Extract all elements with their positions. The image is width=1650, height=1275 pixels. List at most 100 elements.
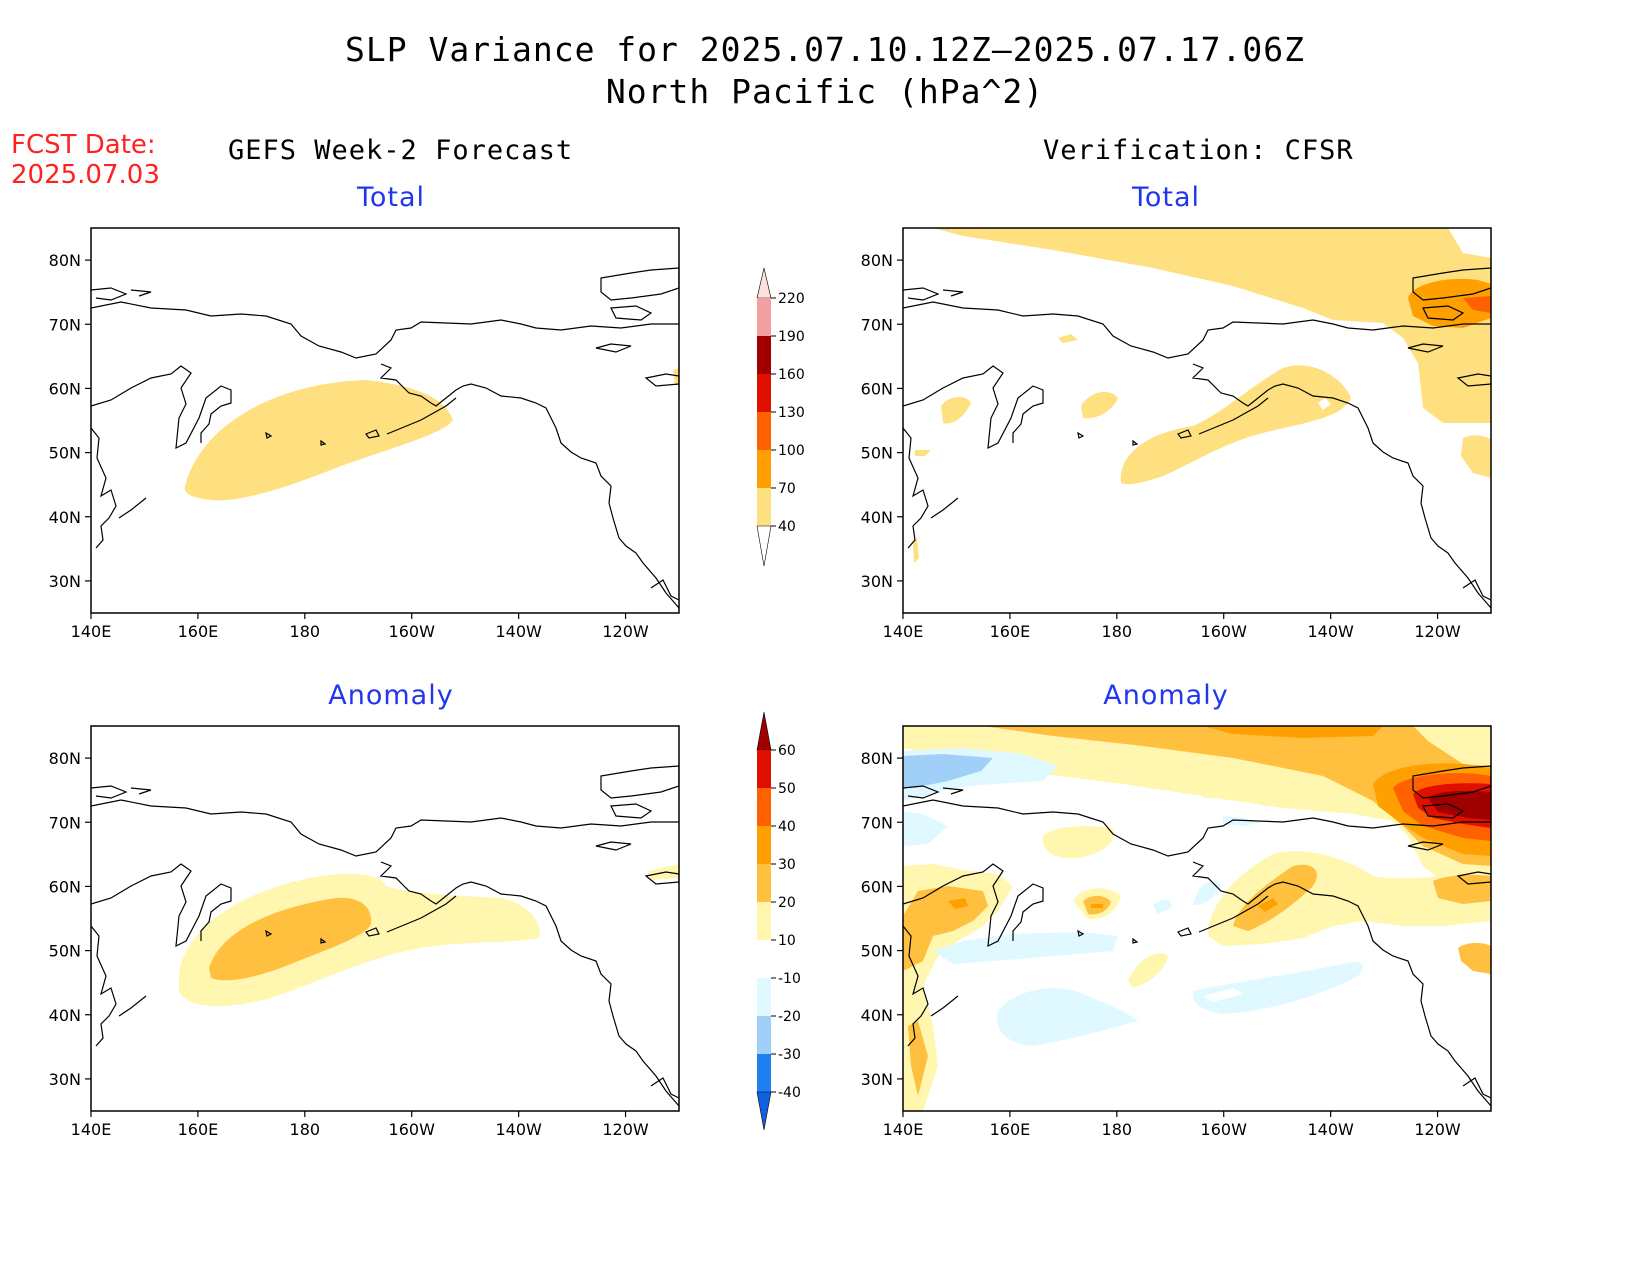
lon-tick-label: 140E <box>883 1120 924 1139</box>
lon-tick-label: 160E <box>990 622 1031 641</box>
lat-tick-label: 80N <box>49 251 81 270</box>
lon-tick-label: 120W <box>602 1120 649 1139</box>
lon-tick-label: 160W <box>1201 1120 1248 1139</box>
lon-tick-label: 140E <box>71 622 112 641</box>
colorbar-total: 40 70 100 130 160 190 220 <box>756 267 805 567</box>
lat-tick-label: 50N <box>49 444 81 463</box>
lon-tick-label: 120W <box>1414 1120 1461 1139</box>
lat-tick-label: 30N <box>861 572 893 591</box>
colorbar-label: -10 <box>778 971 801 987</box>
colorbar-segment <box>757 1054 771 1092</box>
lat-tick-label: 40N <box>861 508 893 527</box>
figure-title-line1: SLP Variance for 2025.07.10.12Z–2025.07.… <box>345 30 1305 69</box>
map-forecast-anomaly <box>90 725 680 1112</box>
colorbar-label: -20 <box>778 1009 801 1025</box>
lat-tick-label: 60N <box>861 877 893 896</box>
colorbar-label: 40 <box>778 819 796 835</box>
colorbar-segment <box>757 826 771 864</box>
lat-tick-label: 40N <box>49 508 81 527</box>
colorbar-label: 20 <box>778 895 796 911</box>
lat-tick-label: 60N <box>49 877 81 896</box>
lat-tick-label: 30N <box>49 572 81 591</box>
lat-tick-label: 60N <box>49 379 81 398</box>
column-title-verification: Verification: CFSR <box>1043 135 1354 166</box>
colorbar-segment <box>757 488 771 526</box>
lon-tick-label: 140E <box>883 622 924 641</box>
colorbar-label: 70 <box>778 481 796 497</box>
colorbar-label: -30 <box>778 1047 801 1063</box>
map-verification-anomaly <box>902 725 1492 1112</box>
lat-tick-label: 50N <box>49 942 81 961</box>
lat-tick-label: 40N <box>49 1006 81 1025</box>
colorbar-segment <box>757 788 771 826</box>
lat-tick-label: 30N <box>49 1070 81 1089</box>
colorbar-cap-bottom <box>756 1091 772 1131</box>
colorbar-segment <box>757 940 771 978</box>
panel-label-verification-anomaly: Anomaly <box>1103 680 1229 711</box>
lat-tick-label: 70N <box>861 813 893 832</box>
lon-tick-label: 160E <box>178 1120 219 1139</box>
colorbar-label: 130 <box>778 405 805 421</box>
colorbar-segment <box>757 412 771 450</box>
lon-tick-label: 180 <box>290 1120 321 1139</box>
colorbar-segment <box>757 1016 771 1054</box>
colorbar-cap-bottom <box>756 525 772 567</box>
lat-tick-label: 30N <box>861 1070 893 1089</box>
colorbar-label: 190 <box>778 329 805 345</box>
colorbar-segment <box>757 374 771 412</box>
lon-tick-label: 180 <box>290 622 321 641</box>
lon-tick-label: 120W <box>602 622 649 641</box>
lon-tick-label: 180 <box>1102 622 1133 641</box>
lat-tick-label: 60N <box>861 379 893 398</box>
map-forecast-total <box>90 227 680 614</box>
lat-tick-label: 40N <box>861 1006 893 1025</box>
colorbar-label: 30 <box>778 857 796 873</box>
lat-tick-label: 50N <box>861 444 893 463</box>
colorbar-label: 220 <box>778 291 805 307</box>
lat-tick-label: 70N <box>49 813 81 832</box>
lon-tick-label: 180 <box>1102 1120 1133 1139</box>
colorbar-label: 100 <box>778 443 805 459</box>
lon-tick-label: 160E <box>178 622 219 641</box>
lon-tick-label: 160E <box>990 1120 1031 1139</box>
colorbar-segment <box>757 336 771 374</box>
lat-tick-label: 50N <box>861 942 893 961</box>
colorbar-segment <box>757 750 771 788</box>
lon-tick-label: 120W <box>1414 622 1461 641</box>
lon-tick-label: 160W <box>1201 622 1248 641</box>
fcst-date-label: FCST Date: <box>11 130 156 160</box>
colorbar-label: -40 <box>778 1085 801 1101</box>
map-verification-total <box>902 227 1492 614</box>
colorbar-label: 50 <box>778 781 796 797</box>
lon-tick-label: 160W <box>389 1120 436 1139</box>
lat-tick-label: 80N <box>861 749 893 768</box>
lon-tick-label: 140W <box>1307 1120 1354 1139</box>
figure-title-line2: North Pacific (hPa^2) <box>605 72 1045 111</box>
colorbar-cap-top <box>756 267 772 299</box>
lon-tick-label: 140W <box>495 1120 542 1139</box>
colorbar-segment <box>757 978 771 1016</box>
colorbar-label: 160 <box>778 367 805 383</box>
lat-tick-label: 80N <box>861 251 893 270</box>
fcst-date-value: 2025.07.03 <box>11 160 160 190</box>
colorbar-segment <box>757 902 771 940</box>
lon-tick-label: 140W <box>495 622 542 641</box>
colorbar-label: 40 <box>778 519 796 535</box>
panel-label-verification-total: Total <box>1131 182 1201 213</box>
panel-label-forecast-total: Total <box>356 182 426 213</box>
colorbar-label: 60 <box>778 743 796 759</box>
colorbar-anomaly: -40 -30 -20 -10 10 20 30 40 50 60 <box>756 711 801 1131</box>
panel-label-forecast-anomaly: Anomaly <box>328 680 454 711</box>
colorbar-segment <box>757 450 771 488</box>
lon-tick-label: 160W <box>389 622 436 641</box>
lon-tick-label: 140E <box>71 1120 112 1139</box>
lat-tick-label: 80N <box>49 749 81 768</box>
colorbar-cap-top <box>756 711 772 751</box>
colorbar-label: 10 <box>778 933 796 949</box>
column-title-forecast: GEFS Week-2 Forecast <box>228 135 574 166</box>
colorbar-segment <box>757 864 771 902</box>
colorbar-segment <box>757 298 771 336</box>
lon-tick-label: 140W <box>1307 622 1354 641</box>
axis-labels: 80N 70N 60N 50N 40N 30N 140E 160E 180 160W 140W 120… <box>49 251 1461 1139</box>
